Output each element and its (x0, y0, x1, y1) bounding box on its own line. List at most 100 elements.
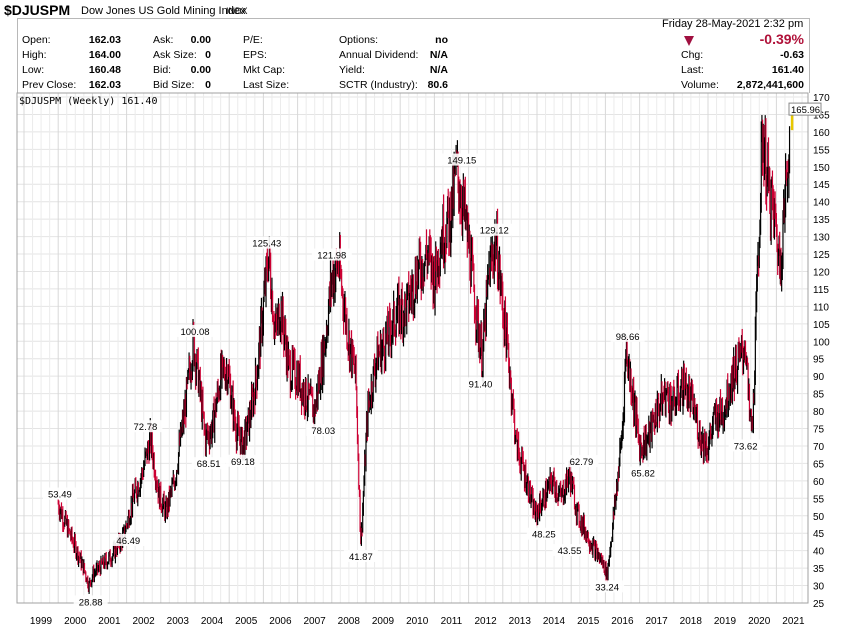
y-tick-label: 60 (813, 477, 825, 488)
quote-value: 0 (205, 49, 211, 61)
y-tick-label: 90 (813, 372, 825, 383)
annotation-box (343, 550, 378, 563)
annotation-box (191, 457, 226, 470)
y-tick-label: 70 (813, 442, 825, 453)
y-tick-label: 30 (813, 582, 825, 593)
price-annotation: 28.88 (79, 597, 103, 608)
quote-value: 2,872,441,600 (736, 79, 804, 91)
quote-label: Last Size: (243, 79, 290, 91)
x-tick-label: 2003 (167, 616, 190, 627)
price-annotation: 53.49 (48, 490, 72, 501)
quote-value: 162.03 (88, 79, 121, 91)
price-annotation: 68.51 (197, 459, 221, 470)
price-annotation: 46.49 (116, 536, 140, 547)
price-chart: $DJUSPM (Weekly) 161.40 53.49 28.88 46.49 7… (16, 92, 830, 627)
quote-label: Yield: (339, 64, 365, 76)
price-series (57, 111, 794, 594)
annotation-box (246, 236, 287, 249)
chart-grid (17, 93, 808, 604)
annotation-box (590, 580, 625, 593)
x-tick-label: 2002 (132, 616, 155, 627)
annotation-box (474, 223, 515, 236)
annotation-box (463, 377, 498, 390)
annotation-box (42, 487, 77, 500)
y-tick-label: 85 (813, 390, 825, 401)
annotation-box (728, 439, 763, 452)
quote-value: 162.03 (88, 34, 121, 46)
x-tick-label: 2017 (645, 616, 668, 627)
chart-title: $DJUSPM (Weekly) 161.40 (19, 96, 157, 107)
quote-label: Open: (22, 34, 51, 46)
quote-label: Last: (681, 64, 704, 76)
y-tick-label: 80 (813, 407, 825, 418)
x-tick-label: 2009 (372, 616, 395, 627)
annotation-box (610, 329, 645, 342)
quote-value: -0.63 (780, 49, 804, 61)
price-annotation: 33.24 (595, 582, 619, 593)
price-annotation: 48.25 (532, 530, 556, 541)
annotation-box (626, 466, 661, 479)
x-tick-label: 2010 (406, 616, 429, 627)
annotation-box (73, 595, 108, 608)
quote-label: EPS: (243, 49, 267, 61)
x-tick-label: 2004 (201, 616, 224, 627)
quote-value: N/A (429, 64, 448, 76)
price-annotation: 73.62 (734, 441, 758, 452)
quote-label: Volume: (681, 79, 719, 91)
quote-label: High: (22, 49, 47, 61)
price-annotation: 43.55 (558, 546, 582, 557)
y-tick-label: 120 (813, 267, 830, 278)
y-tick-label: 130 (813, 233, 830, 244)
plot-border (16, 92, 809, 604)
x-tick-label: 2015 (577, 616, 600, 627)
y-tick-label: 170 (813, 93, 830, 104)
quote-label: Chg: (681, 49, 704, 61)
last-value-label: 165.96 (791, 105, 820, 116)
y-tick-label: 25 (813, 599, 825, 610)
quote-value: no (435, 34, 448, 46)
quote-value: 80.6 (427, 79, 448, 91)
quote-label: Prev Close: (22, 79, 77, 91)
x-tick-label: 1999 (30, 616, 53, 627)
y-tick-label: 55 (813, 494, 825, 505)
x-tick-label: 2006 (269, 616, 292, 627)
x-tick-label: 2008 (338, 616, 361, 627)
annotation-box (311, 248, 352, 261)
y-tick-label: 165 (813, 110, 830, 121)
quote-value: 0.00 (190, 34, 211, 46)
quote-value: 161.40 (771, 64, 804, 76)
y-tick-label: 105 (813, 320, 830, 331)
annotation-box (175, 324, 215, 337)
quote-label: Annual Dividend: (339, 49, 419, 61)
x-tick-label: 2020 (748, 616, 771, 627)
quote-value: 160.48 (88, 64, 121, 76)
x-tick-label: 2021 (782, 616, 805, 627)
x-tick-label: 2016 (611, 616, 634, 627)
price-annotation: 69.18 (231, 457, 255, 468)
y-tick-label: 155 (813, 145, 830, 156)
annotation-box (552, 544, 587, 557)
annotation-box (225, 454, 260, 467)
price-annotation: 100.08 (180, 327, 209, 338)
quote-label: P/E: (243, 34, 263, 46)
annotation-box (441, 153, 482, 166)
price-annotation: 91.40 (469, 379, 493, 390)
quote-header: $DJUSPM Dow Jones US Gold Mining Index I… (0, 0, 850, 93)
y-tick-label: 140 (813, 198, 830, 209)
x-tick-label: 2014 (543, 616, 566, 627)
quote-label: Mkt Cap: (243, 64, 286, 76)
price-annotation: 78.03 (311, 426, 335, 437)
price-annotation: 65.82 (631, 469, 655, 480)
quote-date: Friday 28-May-2021 2:32 pm (662, 18, 804, 30)
y-axis: 25 30 35 40 45 50 55 60 65 70 75 80 85 90 95 100 105 110 1… (788, 93, 830, 610)
x-tick-label: 2007 (303, 616, 326, 627)
price-annotation: 62.79 (570, 457, 594, 468)
quote-label: Options: (339, 34, 379, 46)
y-tick-label: 150 (813, 163, 830, 174)
y-tick-label: 145 (813, 180, 830, 191)
y-tick-label: 115 (813, 285, 829, 296)
x-tick-label: 2011 (441, 616, 463, 627)
price-annotation: 98.66 (616, 332, 640, 343)
x-tick-label: 2001 (98, 616, 121, 627)
quote-label: SCTR (Industry): (339, 79, 418, 91)
